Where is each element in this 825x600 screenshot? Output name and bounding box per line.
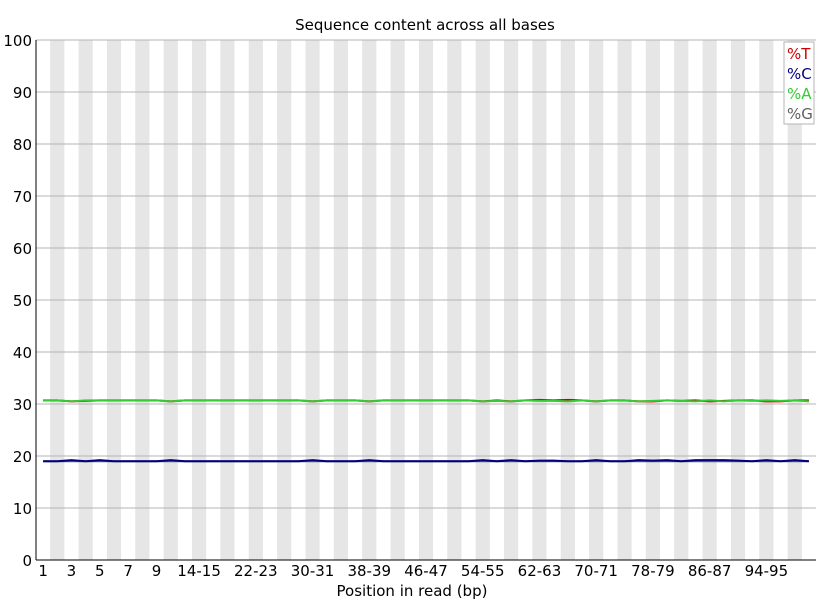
legend-entry: %C xyxy=(787,65,812,83)
legend-box xyxy=(783,41,815,125)
y-tick-label: 0 xyxy=(22,552,32,570)
x-tick-label: 3 xyxy=(67,562,77,580)
chart-title: Sequence content across all bases xyxy=(295,16,555,34)
x-tick-label: 14-15 xyxy=(177,562,221,580)
legend-entry: %A xyxy=(787,85,812,103)
y-tick-label: 70 xyxy=(13,188,32,206)
y-tick-label: 40 xyxy=(13,344,32,362)
x-tick-label: 70-71 xyxy=(574,562,618,580)
x-tick-label: 78-79 xyxy=(631,562,675,580)
x-tick-label: 22-23 xyxy=(234,562,278,580)
x-tick-label: 9 xyxy=(152,562,162,580)
x-axis-ticks: 1 3 5 7 9 14-15 22-23 30-31 38-39 46-47 54-55 62-63… xyxy=(38,562,788,580)
series-lines xyxy=(43,398,809,463)
x-tick-label: 38-39 xyxy=(347,562,391,580)
x-tick-label: 54-55 xyxy=(461,562,505,580)
x-tick-label: 94-95 xyxy=(745,562,789,580)
x-axis-label: Position in read (bp) xyxy=(337,582,488,600)
x-tick-label: 62-63 xyxy=(518,562,562,580)
y-tick-label: 60 xyxy=(13,240,32,258)
x-tick-label: 30-31 xyxy=(291,562,335,580)
y-tick-label: 90 xyxy=(13,84,32,102)
series-line-pct-c xyxy=(43,459,809,463)
y-tick-label: 50 xyxy=(13,292,32,310)
x-tick-label: 1 xyxy=(38,562,48,580)
x-tick-label: 86-87 xyxy=(688,562,732,580)
y-axis-ticks: 0 10 20 30 40 50 60 70 80 90 100 xyxy=(3,32,32,570)
legend-entry: %T xyxy=(787,45,811,63)
x-tick-label: 5 xyxy=(95,562,105,580)
legend: %T %C %A %G xyxy=(783,41,815,125)
y-tick-label: 20 xyxy=(13,448,32,466)
x-tick-label: 46-47 xyxy=(404,562,448,580)
series-line-pct-a xyxy=(43,399,809,403)
horizontal-gridlines xyxy=(36,39,816,509)
axes xyxy=(35,40,816,561)
legend-entry: %G xyxy=(787,105,813,123)
y-tick-label: 100 xyxy=(3,32,32,50)
x-tick-label: 7 xyxy=(123,562,133,580)
y-tick-label: 80 xyxy=(13,136,32,154)
y-tick-label: 10 xyxy=(13,500,32,518)
y-tick-label: 30 xyxy=(13,396,32,414)
